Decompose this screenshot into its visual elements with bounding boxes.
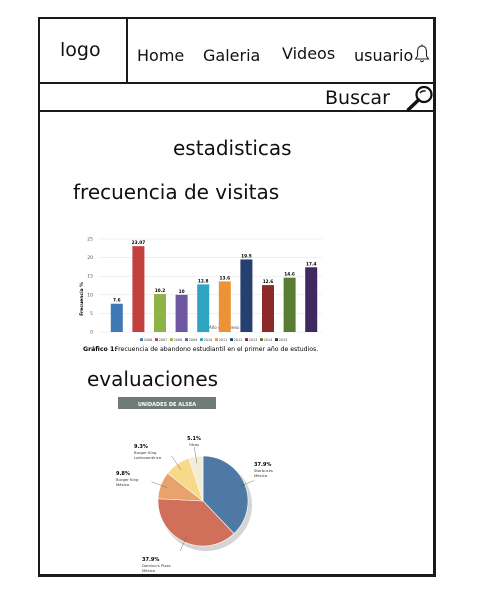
bar-value-label: 10 xyxy=(179,289,185,295)
search-icon[interactable] xyxy=(406,85,434,112)
pie-name-label: México xyxy=(116,482,130,487)
pie-pct-label: 9.3% xyxy=(134,444,148,450)
logo[interactable]: logo xyxy=(40,19,128,82)
pie-name-label: Starbucks xyxy=(254,468,273,473)
bar xyxy=(175,294,188,332)
visits-bar-chart: Frecuencia % Año de ingreso Gráfico 1: F… xyxy=(79,237,322,352)
nav-galeria[interactable]: Galeria xyxy=(203,46,261,65)
y-tick-label: 0 xyxy=(90,330,93,336)
chart-caption-bold: Gráfico 1: xyxy=(83,345,117,352)
legend-label: 2009 xyxy=(189,338,197,342)
pie-pct-label: 37.9% xyxy=(142,557,159,563)
legend-label: 2011 xyxy=(219,338,227,342)
alsea-pie-chart: UNIDADES DE ALSEA 37.9%StarbucksMéxico37… xyxy=(116,397,273,573)
legend-swatch xyxy=(155,338,158,341)
bar-value-label: 10.2 xyxy=(155,288,166,294)
legend-swatch xyxy=(185,338,188,341)
pie-name-label: Latinoamérica xyxy=(134,455,161,460)
bar xyxy=(283,277,296,332)
header: logo Home Galeria Videos usuario xyxy=(40,19,433,84)
pie-pct-label: 9.8% xyxy=(116,471,130,477)
bar xyxy=(218,281,231,332)
chart-caption: Frecuencia de abandono estudiantil en el… xyxy=(115,346,318,352)
pie-leader-line xyxy=(179,535,188,552)
bar-value-label: 13.6 xyxy=(219,275,230,281)
legend-swatch xyxy=(200,338,203,341)
bar-value-label: 23.07 xyxy=(132,240,146,246)
legend-label: 2014 xyxy=(264,338,272,342)
pie-leader-line xyxy=(194,446,198,464)
legend-label: 2012 xyxy=(234,338,242,342)
pie-name-label: Burger King xyxy=(134,450,157,455)
search-button[interactable]: Buscar xyxy=(325,87,390,109)
legend-label: 2010 xyxy=(204,338,212,342)
y-tick-label: 5 xyxy=(90,311,93,317)
legend-swatch xyxy=(140,338,143,341)
legend-swatch xyxy=(245,338,248,341)
legend-swatch xyxy=(230,338,233,341)
bar-value-label: 17.4 xyxy=(306,261,317,267)
pie-title: UNIDADES DE ALSEA xyxy=(138,402,196,408)
legend-label: 2006 xyxy=(144,338,152,342)
page-title: estadisticas xyxy=(173,136,292,160)
pie-leader-line xyxy=(171,455,182,470)
nav-home[interactable]: Home xyxy=(137,46,185,65)
pie-name-label: Burger King xyxy=(116,477,139,482)
y-axis-label: Frecuencia % xyxy=(79,282,85,316)
pie-pct-label: 37.9% xyxy=(254,462,271,468)
pie-name-label: México xyxy=(142,568,156,573)
pie-name-label: México xyxy=(254,473,268,478)
page-frame: logo Home Galeria Videos usuario Buscar … xyxy=(38,17,436,577)
pie-leader-line xyxy=(238,480,255,487)
visits-heading: frecuencia de visitas xyxy=(73,180,280,204)
bar xyxy=(197,284,210,332)
bar xyxy=(110,303,123,332)
legend-swatch xyxy=(275,338,278,341)
pie-pct-label: 5.1% xyxy=(187,436,201,442)
search-bar: Buscar xyxy=(40,84,433,112)
logo-text: logo xyxy=(60,39,101,61)
evaluations-heading: evaluaciones xyxy=(87,367,219,391)
y-tick-label: 15 xyxy=(87,274,93,280)
bar-value-label: 14.6 xyxy=(284,272,295,278)
legend-label: 2008 xyxy=(174,338,182,342)
bar xyxy=(240,259,253,332)
bar-value-label: 7.6 xyxy=(113,298,121,304)
bell-icon[interactable] xyxy=(414,44,430,64)
legend-swatch xyxy=(215,338,218,341)
legend-label: 2013 xyxy=(249,338,257,342)
pie-leader-line xyxy=(151,481,168,488)
legend-label: 2015 xyxy=(279,338,287,342)
pie-name-label: Domino's Pizza xyxy=(142,563,171,568)
bar xyxy=(262,285,274,332)
bar-value-label: 12.8 xyxy=(198,278,209,284)
legend-swatch xyxy=(260,338,263,341)
bar xyxy=(154,294,166,332)
legend-label: 2007 xyxy=(159,338,167,342)
nav-usuario[interactable]: usuario xyxy=(354,46,414,65)
y-tick-label: 10 xyxy=(87,292,93,298)
y-tick-label: 20 xyxy=(87,255,93,261)
bar-value-label: 19.5 xyxy=(241,253,252,259)
pie-name-label: Otros xyxy=(189,442,199,447)
pie-title-banner xyxy=(118,397,216,409)
bar xyxy=(305,267,318,332)
bar-value-label: 12.6 xyxy=(263,279,274,285)
bar xyxy=(132,246,145,332)
legend-swatch xyxy=(170,338,173,341)
nav-videos[interactable]: Videos xyxy=(282,44,336,63)
y-tick-label: 25 xyxy=(87,237,93,243)
